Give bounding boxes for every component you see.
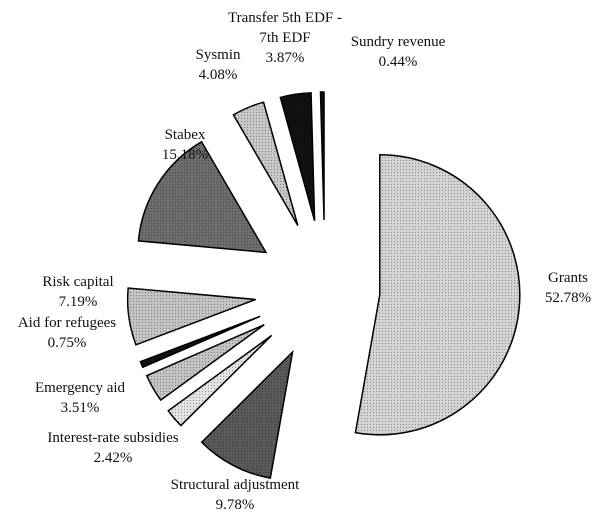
slice-label: Aid for refugees 0.75%: [0, 313, 137, 353]
category-name: Structural adjustment: [170, 477, 300, 493]
category-name: Aid for refugees: [17, 315, 117, 331]
category-name: Emergency aid: [34, 380, 126, 396]
percent-label: 0.75%: [47, 335, 87, 351]
pie-slice: [319, 91, 325, 221]
category-name: Sysmin: [195, 47, 241, 63]
slice-label: Stabex 15.18%: [145, 125, 225, 165]
percent-label: 7.19%: [58, 294, 98, 310]
category-name: Grants: [548, 270, 588, 286]
slice-label: Sundry revenue 0.44%: [328, 32, 468, 72]
slice-label: Transfer 5th EDF - 7th EDF 3.87%: [220, 8, 350, 68]
percent-label: 3.87%: [265, 50, 305, 66]
percent-label: 4.08%: [198, 67, 238, 83]
pie-slice: [200, 349, 294, 479]
slice-label: Structural adjustment 9.78%: [135, 475, 335, 515]
slice-label: Risk capital 7.19%: [18, 272, 138, 312]
pie-slice: [354, 154, 521, 436]
slice-label: Sysmin 4.08%: [178, 45, 258, 85]
category-name: Interest-rate subsidies: [47, 430, 179, 446]
category-name: Stabex: [164, 127, 206, 143]
percent-label: 15.18%: [161, 147, 209, 163]
slice-label: Emergency aid 3.51%: [10, 378, 150, 418]
percent-label: 9.78%: [215, 497, 255, 513]
category-name: Transfer 5th EDF - 7th EDF: [227, 10, 343, 46]
percent-label: 52.78%: [544, 290, 592, 306]
slice-label: Grants 52.78%: [528, 268, 599, 308]
percent-label: 0.44%: [378, 54, 418, 70]
category-name: Risk capital: [42, 274, 114, 290]
slice-label: Interest-rate subsidies 2.42%: [13, 428, 213, 468]
category-name: Sundry revenue: [350, 34, 446, 50]
percent-label: 3.51%: [60, 400, 100, 416]
percent-label: 2.42%: [93, 450, 133, 466]
